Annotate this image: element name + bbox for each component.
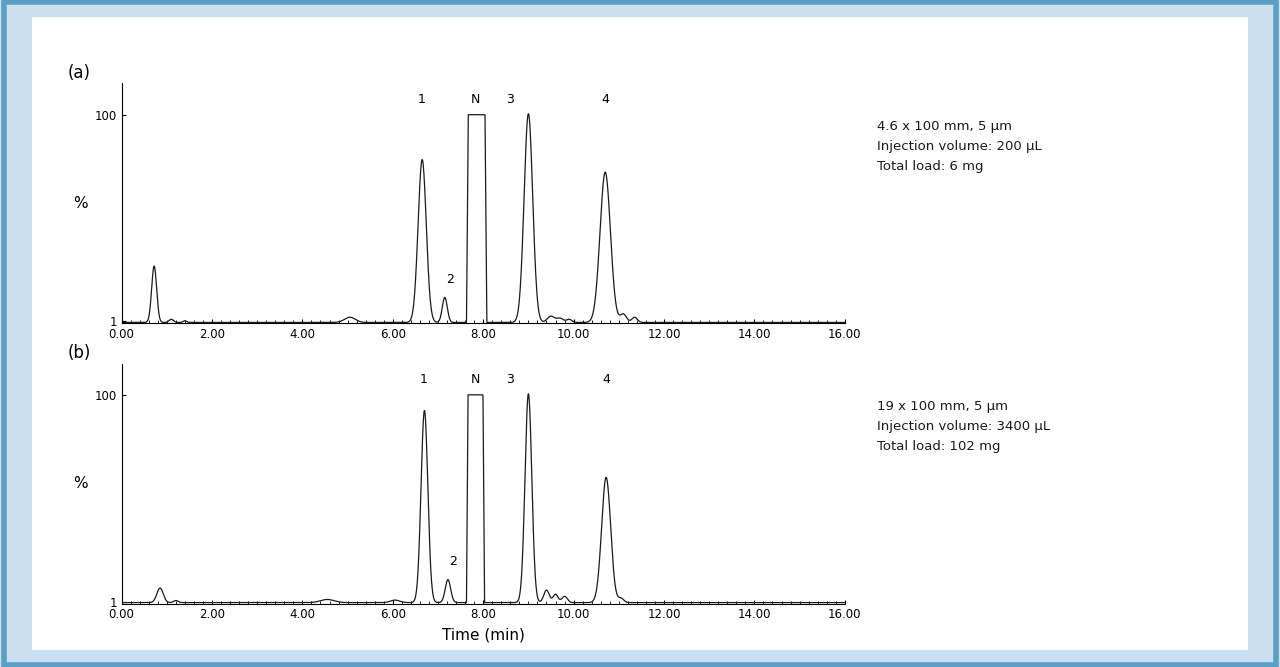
Text: (b): (b): [68, 344, 91, 362]
Text: 2: 2: [445, 273, 453, 286]
Text: N: N: [470, 374, 480, 386]
Text: 2: 2: [449, 555, 457, 568]
Text: N: N: [470, 93, 480, 106]
Text: 19 x 100 mm, 5 μm
Injection volume: 3400 μL
Total load: 102 mg: 19 x 100 mm, 5 μm Injection volume: 3400…: [877, 400, 1050, 453]
Text: 4: 4: [602, 374, 611, 386]
Text: 1: 1: [420, 374, 428, 386]
Text: 4: 4: [602, 93, 609, 106]
Text: 4.6 x 100 mm, 5 μm
Injection volume: 200 μL
Total load: 6 mg: 4.6 x 100 mm, 5 μm Injection volume: 200…: [877, 120, 1042, 173]
X-axis label: Time (min): Time (min): [442, 627, 525, 642]
Text: 3: 3: [507, 374, 515, 386]
Y-axis label: %: %: [73, 476, 88, 491]
Text: 1: 1: [417, 93, 426, 106]
Y-axis label: %: %: [73, 196, 88, 211]
Text: 3: 3: [507, 93, 515, 106]
Text: (a): (a): [68, 64, 91, 82]
